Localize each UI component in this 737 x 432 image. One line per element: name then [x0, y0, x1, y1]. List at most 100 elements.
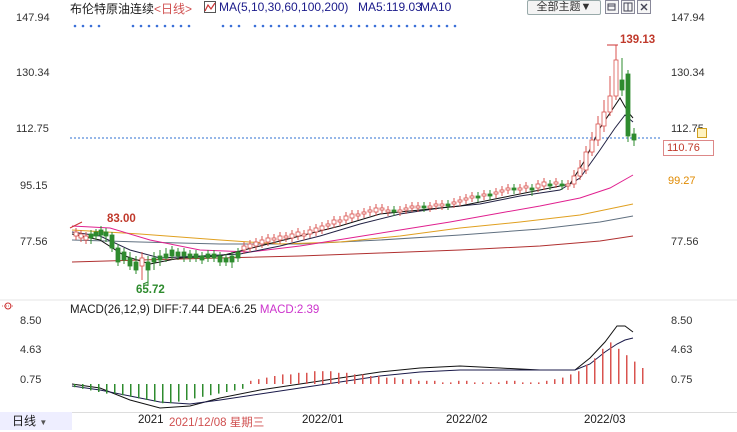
macd-bar [90, 384, 92, 391]
chevron-down-icon[interactable]: ▼ [39, 418, 48, 427]
macd-bar [194, 384, 196, 399]
macd-tick-1-right: 8.50 [671, 315, 693, 327]
candle-body [343, 215, 349, 221]
macd-bar [386, 377, 388, 384]
candle-body [577, 167, 583, 177]
candle-body [397, 209, 403, 213]
candle-body [439, 203, 445, 207]
candle-body [505, 187, 511, 191]
macd-bar [258, 379, 260, 384]
macd-bar [370, 376, 372, 384]
macd-tick-1: 8.50 [20, 315, 42, 327]
window-close-icon[interactable] [637, 0, 651, 14]
candle-body [259, 239, 265, 245]
candle-body [499, 189, 505, 193]
macd-bar [618, 348, 620, 384]
candle-body [247, 243, 253, 249]
macd-bar [154, 384, 156, 402]
candle-body [127, 257, 133, 267]
candle-body [355, 213, 361, 217]
candle-body [253, 241, 259, 247]
candle-body [331, 219, 337, 225]
candle-body [565, 183, 571, 187]
macd-tick-3: 0.75 [20, 374, 42, 386]
macd-bar [498, 382, 500, 384]
event-markers-row [73, 24, 457, 28]
macd-bar [250, 380, 252, 384]
candle-body [427, 205, 433, 209]
macd-bar [602, 348, 604, 384]
ma-params-label[interactable]: MA(5,10,30,60,100,200) [219, 0, 349, 14]
macd-bar [610, 342, 612, 384]
last-price-label: 110.76 [663, 140, 714, 156]
candle-body [181, 251, 187, 257]
ma-chart-icon[interactable] [204, 1, 216, 13]
price-tick-1-right: 147.94 [671, 12, 705, 24]
candle-body [93, 231, 99, 237]
candle-body [229, 255, 235, 263]
ma200-line [71, 235, 634, 263]
macd-bar [490, 382, 492, 384]
candle-body [367, 209, 373, 213]
price-tick-3-right: 112.75 [671, 123, 704, 135]
price-tick-2-right: 130.34 [671, 67, 705, 79]
crosshair-icon [2, 302, 14, 310]
price-chart[interactable] [0, 0, 737, 412]
macd-bar [330, 371, 332, 384]
macd-tick-3-right: 0.75 [671, 374, 693, 386]
theme-selector-button[interactable]: 全部主题▼ [527, 0, 601, 15]
ma5-line [71, 97, 634, 265]
macd-bar [450, 382, 452, 384]
period-label[interactable]: <日线> [154, 2, 193, 16]
macd-tick-2: 4.63 [20, 344, 42, 356]
candle-body [217, 255, 223, 263]
candle-body [511, 187, 517, 191]
candle-body [517, 187, 523, 191]
macd-bar [242, 384, 244, 389]
macd-bar [418, 380, 420, 384]
price-label-icon [697, 128, 707, 138]
macd-bar [530, 382, 532, 384]
candle-body [265, 237, 271, 243]
macd-bar [578, 371, 580, 384]
candle-body [469, 195, 475, 199]
period-tab-daily[interactable]: 日线 ▼ [0, 412, 72, 430]
low-annotation: 65.72 [136, 284, 165, 296]
date-axis-bar [0, 412, 737, 431]
candle-body [169, 249, 175, 257]
candle-body [289, 233, 295, 239]
macd-params[interactable]: MACD(26,12,9) [70, 304, 150, 316]
macd-dea: DEA:6.25 [207, 304, 257, 316]
window-restore-icon[interactable] [605, 0, 619, 14]
macd-bar [466, 380, 468, 384]
window-layout-icon[interactable] [621, 0, 635, 14]
chart-title: 布伦特原油连续<日线> [70, 0, 192, 17]
date-label-2022-02: 2022/02 [446, 414, 488, 426]
macd-bar [538, 382, 540, 384]
candle-body [589, 139, 595, 153]
candle-body [295, 231, 301, 237]
candle-body [271, 237, 277, 241]
ma10-line [71, 114, 634, 259]
low-marker-line [142, 281, 149, 285]
candle-body [487, 193, 493, 197]
macd-bar [362, 374, 364, 384]
candle-body [379, 207, 385, 211]
candle-body [523, 185, 529, 189]
candle-body [445, 203, 451, 207]
macd-bar [170, 384, 172, 404]
macd-value: MACD:2.39 [259, 304, 320, 316]
candle-body [571, 175, 577, 185]
candle-body [421, 205, 427, 209]
candle-body [193, 253, 199, 259]
candle-body [463, 197, 469, 201]
candlestick-series [73, 45, 637, 286]
candle-body [187, 253, 193, 259]
macd-bar [106, 384, 108, 394]
dea-line [71, 337, 634, 405]
candle-body [199, 255, 205, 261]
macd-bar [626, 355, 628, 384]
candle-body [583, 151, 589, 171]
macd-bar [322, 371, 324, 384]
candle-body [535, 183, 541, 189]
